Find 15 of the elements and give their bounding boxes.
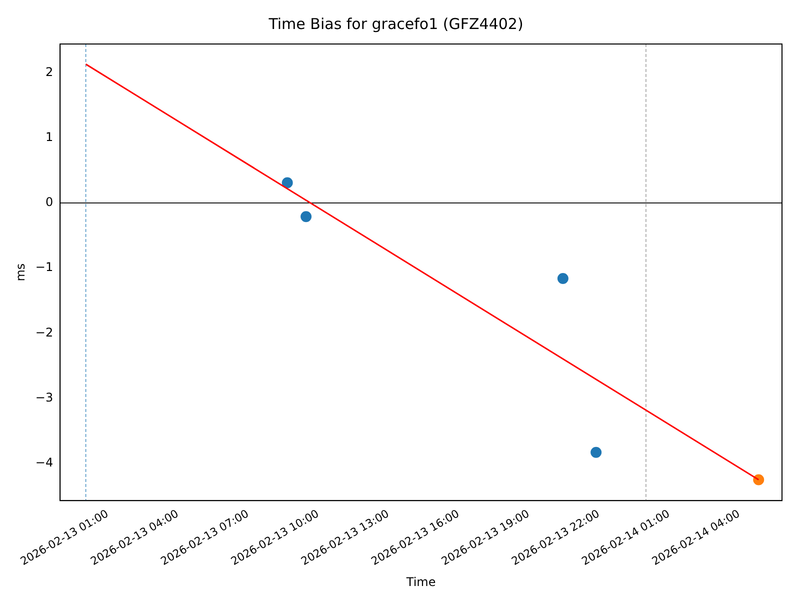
x-axis-title: Time — [405, 574, 436, 589]
y-axis-title: ms — [13, 263, 28, 282]
point — [300, 211, 312, 222]
y-tick-label: −4 — [35, 456, 54, 470]
y-tick-label: 2 — [45, 64, 54, 79]
y-tick-label: −1 — [35, 260, 54, 274]
point — [282, 177, 293, 188]
y-tick-label: 1 — [45, 130, 54, 144]
point — [590, 446, 602, 458]
y-tick-label: 0 — [45, 195, 54, 210]
chart-title: Time Bias for gracefo1 (GFZ4402) — [268, 14, 524, 33]
y-tick-label: −2 — [35, 325, 54, 340]
y-tick-label: −3 — [35, 390, 54, 404]
point — [557, 272, 568, 284]
point — [753, 474, 764, 486]
